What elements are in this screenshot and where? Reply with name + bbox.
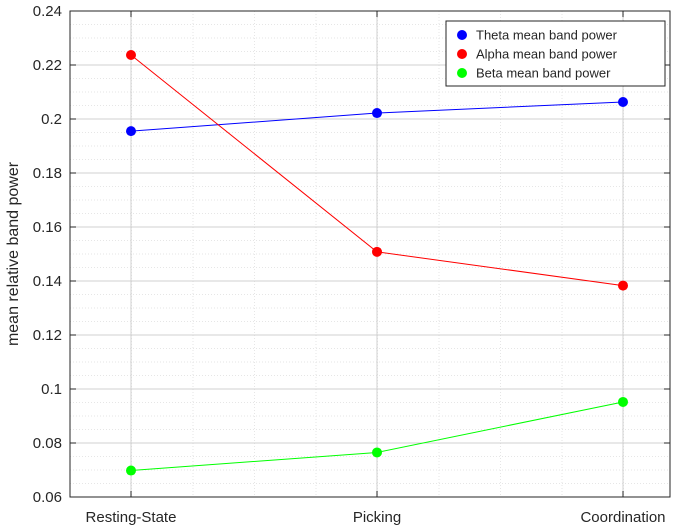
y-tick-label: 0.22 — [33, 57, 62, 74]
legend: Theta mean band power Alpha mean band pow… — [445, 20, 666, 87]
data-point — [126, 465, 136, 476]
data-point — [372, 447, 382, 458]
y-tick-labels: 0.06 0.08 0.1 0.12 0.14 0.16 0.18 0.2 0.22 0.24 — [33, 3, 62, 506]
x-tick-label: Resting-State — [86, 509, 177, 526]
legend-item: Alpha mean band power — [457, 47, 618, 62]
x-tick-labels: Resting-State Picking Coordination — [86, 509, 666, 526]
series-layer — [126, 50, 628, 476]
data-point — [618, 280, 628, 291]
legend-box — [445, 20, 666, 87]
series-1 — [126, 50, 628, 291]
y-tick-label: 0.16 — [33, 219, 62, 236]
y-tick-label: 0.14 — [33, 273, 62, 290]
x-tick-label: Coordination — [580, 509, 665, 526]
y-tick-label: 0.12 — [33, 327, 62, 344]
data-point — [372, 108, 382, 119]
series-0 — [126, 96, 628, 137]
y-tick-label: 0.08 — [33, 435, 62, 452]
y-axis-label: mean relative band power — [5, 161, 22, 346]
legend-item: Beta mean band power — [457, 66, 611, 81]
x-tick-label: Picking — [353, 509, 401, 526]
legend-item: Theta mean band power — [457, 28, 618, 43]
data-point — [126, 126, 136, 137]
plot-area-frame — [69, 10, 671, 498]
y-tick-label: 0.18 — [33, 165, 62, 182]
data-point — [618, 96, 628, 107]
legend-marker — [457, 30, 467, 40]
y-tick-label: 0.2 — [41, 111, 62, 128]
y-tick-label: 0.06 — [33, 489, 62, 506]
y-tick-label: 0.1 — [41, 381, 62, 398]
legend-marker — [457, 49, 467, 59]
y-tick-label: 0.24 — [33, 3, 62, 20]
data-point — [372, 246, 382, 257]
legend-label: Theta mean band power — [476, 28, 618, 43]
data-point — [618, 396, 628, 407]
legend-label: Beta mean band power — [476, 66, 611, 81]
legend-marker — [457, 68, 467, 78]
axis-ticks — [70, 10, 670, 498]
legend-label: Alpha mean band power — [476, 47, 618, 62]
series-2 — [126, 396, 628, 476]
data-point — [126, 50, 136, 61]
